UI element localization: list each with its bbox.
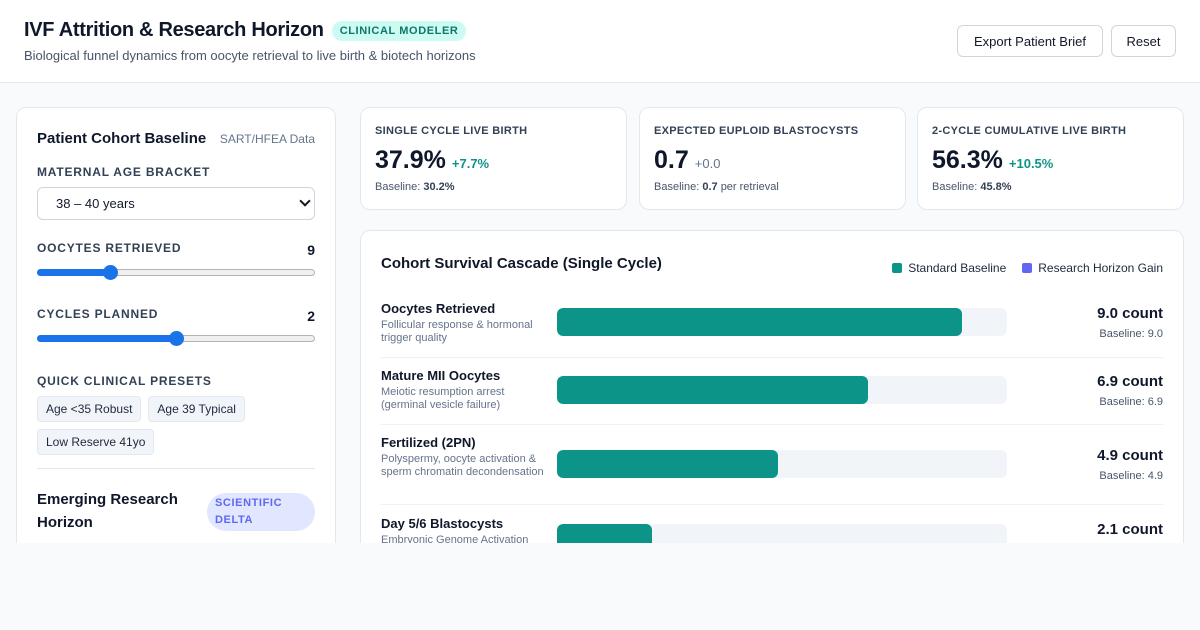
metric-value: 37.9% (375, 146, 446, 174)
metric-card-cumulative: 2-CYCLE CUMULATIVE LIVE BIRTH 56.3% +10.… (917, 107, 1184, 210)
panel-title: Patient Cohort Baseline (37, 130, 207, 147)
scientific-delta-badge: SCIENTIFIC DELTA (207, 493, 315, 531)
age-bracket-label: MATERNAL AGE BRACKET (37, 165, 211, 179)
metric-card-single-cycle: SINGLE CYCLE LIVE BIRTH 37.9% +7.7% Base… (360, 107, 627, 210)
cycles-planned-label: CYCLES PLANNED (37, 307, 159, 321)
metric-label: SINGLE CYCLE LIVE BIRTH (375, 125, 528, 137)
cohort-baseline-panel: Patient Cohort Baseline SART/HFEA Data M… (16, 107, 336, 607)
slider-fill (37, 335, 176, 342)
baseline-suffix: per retrieval (720, 181, 779, 193)
stage-bar-baseline (557, 450, 778, 478)
preset-age-35-robust-button[interactable]: Age <35 Robust (37, 396, 142, 422)
metric-delta: +0.0 (694, 156, 721, 171)
page-subtitle: Biological funnel dynamics from oocyte r… (24, 48, 476, 63)
stage-bar-track (557, 376, 1007, 404)
baseline-prefix: Baseline: (375, 181, 421, 193)
reset-button[interactable]: Reset (1111, 25, 1176, 57)
age-bracket-select[interactable]: 38 – 40 years (37, 187, 315, 220)
viewport-mask (0, 543, 1200, 630)
chevron-down-icon (299, 195, 311, 207)
stage-baseline: Baseline: 9.0 (1099, 328, 1163, 340)
baseline-value: 45.8% (980, 181, 1012, 193)
baseline-value: 30.2% (423, 181, 455, 193)
title-row: IVF Attrition & Research Horizon CLINICA… (24, 19, 467, 42)
stage-value: 4.9 count (1097, 447, 1163, 464)
app-header: IVF Attrition & Research Horizon CLINICA… (0, 0, 1200, 83)
stage-description: Polyspermy, oocyte activation & sperm ch… (381, 453, 544, 478)
stage-name: Mature MII Oocytes (381, 368, 501, 383)
stage-baseline: Baseline: 6.9 (1099, 396, 1163, 408)
stage-value: 9.0 count (1097, 305, 1163, 322)
stage-value: 6.9 count (1097, 373, 1163, 390)
metric-baseline: Baseline: 0.7 per retrieval (654, 181, 779, 193)
metric-delta: +10.5% (1008, 156, 1054, 171)
cycles-planned-slider[interactable] (37, 330, 315, 346)
mode-badge: CLINICAL MODELER (331, 20, 467, 41)
cascade-title: Cohort Survival Cascade (Single Cycle) (381, 255, 662, 272)
metric-value-row: 0.7 +0.0 (654, 146, 720, 175)
legend-item-baseline: Standard Baseline (892, 261, 1006, 275)
legend-label: Research Horizon Gain (1038, 261, 1163, 275)
stage-baseline: Baseline: 4.9 (1099, 470, 1163, 482)
section-divider (37, 468, 315, 469)
age-bracket-value: 38 – 40 years (56, 196, 135, 211)
cascade-stage: Oocytes Retrieved Follicular response & … (381, 301, 1163, 358)
preset-low-reserve-41-button[interactable]: Low Reserve 41yo (37, 429, 155, 455)
panel-header: Patient Cohort Baseline SART/HFEA Data (37, 130, 315, 147)
stage-bar-baseline (557, 376, 868, 404)
preset-age-39-typical-button[interactable]: Age 39 Typical (148, 396, 245, 422)
slider-thumb[interactable] (169, 331, 184, 346)
baseline-prefix: Baseline: (932, 181, 978, 193)
preset-chips: Age <35 Robust Age 39 Typical Low Reserv… (37, 396, 315, 455)
cascade-legend: Standard Baseline Research Horizon Gain (892, 261, 1163, 275)
research-horizon-title: Emerging Research Horizon (37, 491, 178, 531)
metric-card-euploid: EXPECTED EUPLOID BLASTOCYSTS 0.7 +0.0 Ba… (639, 107, 906, 210)
oocytes-retrieved-value: 9 (307, 242, 315, 258)
cascade-stage: Fertilized (2PN) Polyspermy, oocyte acti… (381, 435, 1163, 505)
oocytes-retrieved-slider[interactable] (37, 264, 315, 280)
metric-label: 2-CYCLE CUMULATIVE LIVE BIRTH (932, 125, 1127, 137)
baseline-value: 0.7 (702, 181, 718, 193)
stage-name: Fertilized (2PN) (381, 435, 476, 450)
stage-value: 2.1 count (1097, 521, 1163, 538)
cascade-stage: Mature MII Oocytes Meiotic resumption ar… (381, 368, 1163, 425)
export-patient-brief-button[interactable]: Export Patient Brief (957, 25, 1103, 57)
baseline-prefix: Baseline: (654, 181, 700, 193)
stage-bar-baseline (557, 308, 962, 336)
metric-baseline: Baseline: 30.2% (375, 181, 455, 193)
cycles-planned-value: 2 (307, 308, 315, 324)
metric-value-row: 37.9% +7.7% (375, 146, 489, 175)
slider-fill (37, 269, 110, 276)
legend-swatch (1022, 263, 1033, 273)
metric-delta: +7.7% (451, 156, 490, 171)
slider-thumb[interactable] (103, 265, 118, 280)
oocytes-retrieved-label: OOCYTES RETRIEVED (37, 241, 182, 255)
stage-description: Follicular response & hormonal trigger q… (381, 319, 533, 344)
metric-value: 56.3% (932, 146, 1003, 174)
legend-item-gain: Research Horizon Gain (1022, 261, 1163, 275)
metric-label: EXPECTED EUPLOID BLASTOCYSTS (654, 125, 859, 137)
metric-baseline: Baseline: 45.8% (932, 181, 1012, 193)
stage-name: Day 5/6 Blastocysts (381, 516, 504, 531)
data-source-label: SART/HFEA Data (219, 132, 315, 146)
page-title: IVF Attrition & Research Horizon (24, 19, 324, 41)
legend-swatch (892, 263, 903, 273)
stage-bar-track (557, 450, 1007, 478)
stage-bar-track (557, 308, 1007, 336)
legend-label: Standard Baseline (908, 261, 1007, 275)
metric-value: 0.7 (654, 146, 689, 174)
stage-description: Meiotic resumption arrest (germinal vesi… (381, 386, 505, 411)
metric-value-row: 56.3% +10.5% (932, 146, 1053, 175)
quick-presets-label: QUICK CLINICAL PRESETS (37, 374, 212, 388)
stage-name: Oocytes Retrieved (381, 301, 496, 316)
